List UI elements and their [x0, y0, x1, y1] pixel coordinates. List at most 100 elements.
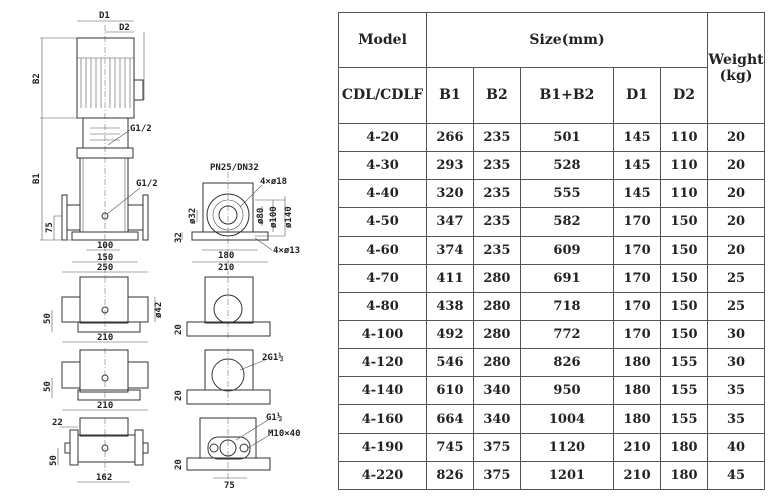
label-2g1-half: 2G1½ [262, 352, 284, 363]
cell-model: 4-40 [338, 179, 427, 209]
cell-b2: 375 [472, 460, 521, 491]
table-row: 4-160 664 340 1004 180 155 35 [338, 404, 765, 434]
cell-b2: 235 [472, 179, 521, 209]
cell-d1: 180 [613, 376, 662, 406]
cell-b1: 374 [426, 235, 474, 265]
connection-view-c: 22 50 162 G1½ M10×40 75 20 [49, 412, 301, 491]
cell-weight: 30 [707, 319, 765, 350]
cell-b2: 235 [472, 235, 521, 265]
cell-weight: 25 [707, 291, 765, 321]
cell-b2: 340 [472, 376, 521, 406]
cell-b1-b2: 718 [519, 291, 615, 321]
label-210: 210 [218, 263, 234, 273]
label-g-body: G1/2 [136, 179, 158, 189]
cell-b1: 347 [426, 207, 474, 237]
cell-model: 4-80 [338, 291, 427, 321]
cell-model: 4-160 [338, 404, 427, 434]
terminal-box [133, 79, 144, 101]
table-row: 4-140 610 340 950 180 155 35 [338, 376, 765, 406]
cell-d1: 180 [613, 404, 662, 434]
cell-d1: 180 [613, 348, 662, 378]
label-pn-dn: PN25/DN32 [210, 163, 259, 173]
table-row: 4-120 546 280 826 180 155 30 [338, 348, 765, 378]
label-75: 75 [224, 481, 235, 491]
cell-weight: 20 [707, 207, 765, 237]
cell-model: 4-220 [338, 460, 427, 491]
label-d2: D2 [119, 23, 130, 33]
label-d100: ø100 [269, 206, 279, 228]
cell-b2: 235 [472, 151, 521, 181]
label-20: 20 [174, 324, 184, 335]
cell-d2: 155 [660, 376, 708, 406]
cell-d1: 145 [613, 151, 662, 181]
header-b1-b2: B1+B2 [519, 66, 615, 124]
header-b2: B2 [472, 66, 521, 124]
label-100: 100 [97, 241, 113, 251]
cell-b1-b2: 826 [519, 348, 615, 378]
cell-weight: 25 [707, 263, 765, 293]
cell-d2: 150 [660, 235, 708, 265]
pump-elevation-view: D1 D2 B2 B1 G1/2 G1/2 75 100 150 250 [32, 11, 158, 278]
table-row: 4-220 826 375 1201 210 180 45 [338, 460, 765, 491]
header-d2: D2 [660, 66, 708, 124]
header-size: Size(mm) [426, 12, 708, 68]
cell-d2: 155 [660, 348, 708, 378]
table-row: 4-60 374 235 609 170 150 20 [338, 235, 765, 265]
table-row: 4-30 293 235 528 145 110 20 [338, 151, 765, 181]
cell-b2: 340 [472, 404, 521, 434]
table-row: 4-50 347 235 582 170 150 20 [338, 207, 765, 237]
cell-b1: 266 [426, 122, 474, 153]
cell-b2: 280 [472, 319, 521, 350]
cell-weight: 20 [707, 235, 765, 265]
cell-model: 4-70 [338, 263, 427, 293]
cell-b1: 546 [426, 348, 474, 378]
cell-b2: 235 [472, 122, 521, 153]
connection-view-b: 50 210 2G1½ 20 [43, 348, 284, 411]
cell-weight: 40 [707, 432, 765, 462]
label-b2: B2 [32, 73, 42, 84]
table-row: 4-40 320 235 555 145 110 20 [338, 179, 765, 209]
cell-weight: 30 [707, 348, 765, 378]
label-20: 20 [174, 390, 184, 401]
cell-model: 4-60 [338, 235, 427, 265]
header-series: CDL/CDLF [338, 66, 427, 124]
cell-d2: 150 [660, 207, 708, 237]
flange-side-view: PN25/DN32 4×ø18 4×ø13 ø32 ø80 ø100 ø140 … [174, 163, 300, 275]
label-d80: ø80 [256, 208, 266, 224]
pump-dimension-drawing: D1 D2 B2 B1 G1/2 G1/2 75 100 150 250 PN2… [32, 11, 301, 491]
label-50: 50 [43, 313, 53, 324]
label-b1: B1 [32, 173, 42, 184]
cell-d1: 145 [613, 122, 662, 153]
label-m10x40: M10×40 [268, 429, 301, 439]
cell-model: 4-20 [338, 122, 427, 153]
cell-d2: 150 [660, 319, 708, 350]
cell-d2: 110 [660, 179, 708, 209]
header-d1: D1 [613, 66, 662, 124]
cell-d2: 180 [660, 460, 708, 491]
label-210: 210 [97, 401, 113, 411]
cell-b1-b2: 501 [519, 122, 615, 153]
cell-d1: 170 [613, 207, 662, 237]
label-d32: ø32 [188, 208, 198, 224]
table-row: 4-100 492 280 772 170 150 30 [338, 319, 765, 350]
cell-d2: 150 [660, 263, 708, 293]
label-32: 32 [174, 232, 184, 243]
label-d140: ø140 [284, 206, 294, 228]
cell-b1-b2: 1120 [519, 432, 615, 462]
cell-weight: 45 [707, 460, 765, 491]
header-model: Model [338, 12, 427, 68]
cell-d1: 170 [613, 291, 662, 321]
cell-b1-b2: 582 [519, 207, 615, 237]
cell-d2: 110 [660, 122, 708, 153]
cell-b1-b2: 609 [519, 235, 615, 265]
cell-b1: 664 [426, 404, 474, 434]
cell-b2: 280 [472, 348, 521, 378]
cell-b1: 293 [426, 151, 474, 181]
cell-d1: 210 [613, 460, 662, 491]
connection-view-a: 50 210 ø42 20 [43, 276, 271, 343]
cell-d2: 180 [660, 432, 708, 462]
cell-model: 4-30 [338, 151, 427, 181]
label-150: 150 [97, 253, 113, 263]
cell-model: 4-120 [338, 348, 427, 378]
cell-d2: 155 [660, 404, 708, 434]
